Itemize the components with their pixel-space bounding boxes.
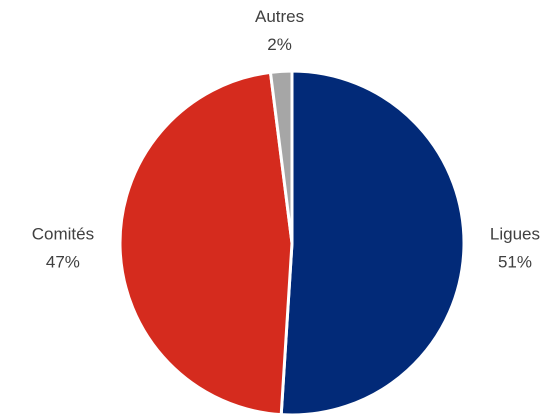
- category-label: Comités: [32, 225, 94, 244]
- pie-slice: [268, 69, 294, 245]
- value-label: 47%: [46, 253, 80, 272]
- value-label: 51%: [498, 253, 532, 272]
- category-label: Ligues: [490, 225, 540, 244]
- category-label: Autres: [255, 7, 304, 26]
- value-label: 2%: [267, 35, 292, 54]
- pie-slice: [279, 69, 466, 416]
- pie-slice: [118, 70, 294, 416]
